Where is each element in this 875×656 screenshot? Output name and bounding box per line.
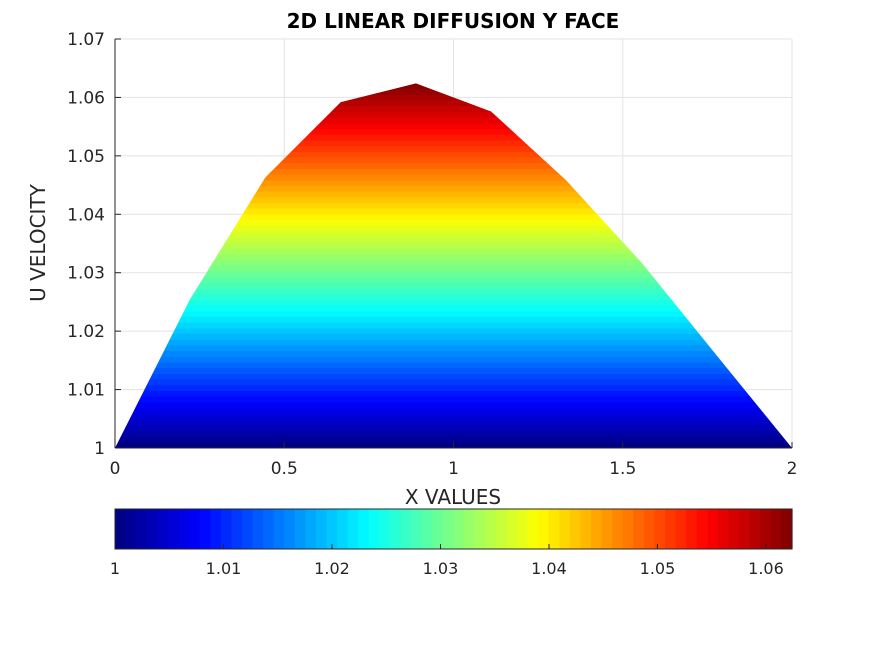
- colorbar-band: [305, 509, 317, 549]
- colorbar-frame: [114, 508, 793, 550]
- colorbar-band: [781, 509, 793, 549]
- colorbar-band: [538, 509, 550, 549]
- colorbar-band: [411, 509, 423, 549]
- colorbar-band: [442, 509, 455, 549]
- colorbar-tick-label: 1: [110, 559, 120, 578]
- colorbar-band: [210, 509, 222, 549]
- x-axis-label: X VALUES: [405, 485, 501, 509]
- colorbar-band: [421, 509, 433, 549]
- colorbar-band: [368, 509, 381, 549]
- y-tick-label: 1: [94, 439, 105, 459]
- colorbar-band: [717, 509, 730, 549]
- colorbar-band: [220, 509, 232, 549]
- colorbar-band: [569, 509, 582, 549]
- colorbar-band: [770, 509, 783, 549]
- colorbar-band: [432, 509, 444, 549]
- colorbar-band: [390, 509, 402, 549]
- colorbar-band: [136, 509, 148, 549]
- y-axis-label: U VELOCITY: [26, 183, 50, 302]
- colorbar-band: [643, 509, 656, 549]
- colorbar-band: [178, 509, 190, 549]
- colorbar-band: [453, 509, 465, 549]
- colorbar-tick-label: 1.05: [640, 559, 676, 578]
- data-area: [115, 83, 792, 449]
- colorbar-band: [284, 509, 296, 549]
- y-tick-label: 1.01: [67, 381, 105, 401]
- colorbar-band: [273, 509, 285, 549]
- colorbar-band: [485, 509, 497, 549]
- colorbar-band: [506, 509, 518, 549]
- colorbar-band: [474, 509, 486, 549]
- colorbar-band: [601, 509, 613, 549]
- colorbar-tick-label: 1.01: [206, 559, 242, 578]
- colorbar-band: [263, 509, 275, 549]
- colorbar-tick-label: 1.04: [531, 559, 567, 578]
- y-tick-label: 1.02: [67, 322, 105, 342]
- colorbar-band: [665, 509, 677, 549]
- x-tick-label: 1: [448, 459, 459, 479]
- colorbar-band: [728, 509, 740, 549]
- colorbar-band: [167, 509, 180, 549]
- y-tick-label: 1.03: [67, 264, 105, 284]
- y-tick-label: 1.05: [67, 147, 105, 167]
- colorbar-band: [400, 509, 412, 549]
- x-tick-label: 0.5: [271, 459, 298, 479]
- area-series: [115, 83, 792, 449]
- axes: [114, 38, 793, 449]
- colorbar-band: [464, 509, 476, 549]
- colorbar-band: [146, 509, 158, 549]
- y-tick-label: 1.04: [67, 205, 105, 225]
- colorbar-band: [760, 509, 772, 549]
- colorbar-band: [739, 509, 751, 549]
- colorbar-band: [294, 509, 307, 549]
- tick-labels: 0 0.5 1 1.5 2 1 1.01 1.02 1.03 1.04 1.05 1.06 1.07: [67, 30, 797, 479]
- colorbar-band: [696, 509, 708, 549]
- colorbar-band: [675, 509, 687, 549]
- colorbar-band: [199, 509, 211, 549]
- colorbar-band: [252, 509, 264, 549]
- colorbar-band: [379, 509, 391, 549]
- colorbar-band: [241, 509, 254, 549]
- colorbar-band: [516, 509, 529, 549]
- colorbar-band: [326, 509, 338, 549]
- colorbar-band: [580, 509, 592, 549]
- colorbar-band: [315, 509, 328, 549]
- colorbar: 1 1.01 1.02 1.03 1.04 1.05 1.06: [110, 508, 793, 578]
- colorbar-band: [686, 509, 698, 549]
- y-tick-label: 1.07: [67, 30, 105, 50]
- colorbar-band: [189, 509, 201, 549]
- colorbar-tick-label: 1.02: [314, 559, 350, 578]
- x-tick-label: 1.5: [609, 459, 636, 479]
- colorbar-band: [591, 509, 603, 549]
- colorbar-band: [633, 509, 645, 549]
- colorbar-band: [622, 509, 634, 549]
- colorbar-band: [157, 509, 169, 549]
- colorbar-band: [654, 509, 666, 549]
- colorbar-band: [559, 509, 571, 549]
- colorbar-band: [749, 509, 761, 549]
- colorbar-tick-label: 1.03: [423, 559, 459, 578]
- colorbar-band: [337, 509, 349, 549]
- colorbar-band: [495, 509, 507, 549]
- x-tick-label: 0: [110, 459, 121, 479]
- colorbar-band: [612, 509, 624, 549]
- colorbar-tick-label: 1.06: [748, 559, 784, 578]
- chart-title: 2D LINEAR DIFFUSION Y FACE: [287, 9, 620, 33]
- colorbar-band: [548, 509, 560, 549]
- colorbar-band: [347, 509, 359, 549]
- colorbar-band: [231, 509, 243, 549]
- x-tick-label: 2: [787, 459, 798, 479]
- colorbar-band: [707, 509, 719, 549]
- colorbar-band: [527, 509, 539, 549]
- colorbar-band: [115, 509, 127, 549]
- colorbar-band: [358, 509, 370, 549]
- colorbar-band: [125, 509, 137, 549]
- y-tick-label: 1.06: [67, 88, 105, 108]
